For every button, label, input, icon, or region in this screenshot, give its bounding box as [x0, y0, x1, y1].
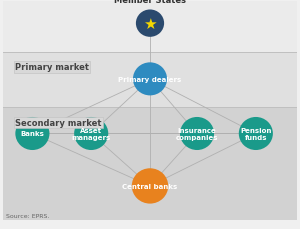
Text: ★: ★ [143, 16, 157, 32]
Text: Banks: Banks [20, 131, 44, 137]
Ellipse shape [15, 117, 50, 150]
Text: Secondary market: Secondary market [15, 119, 101, 128]
Ellipse shape [239, 117, 273, 150]
Ellipse shape [180, 117, 214, 150]
Ellipse shape [136, 11, 164, 38]
Text: Insurance
companies: Insurance companies [176, 127, 218, 140]
Bar [3, 108, 297, 162]
Text: Pension
funds: Pension funds [240, 127, 272, 140]
Text: Primary dealers: Primary dealers [118, 76, 182, 82]
Text: Primary market: Primary market [15, 63, 89, 72]
Ellipse shape [74, 117, 108, 150]
Text: Source: EPRS.: Source: EPRS. [6, 213, 49, 218]
Bar [3, 52, 297, 108]
Text: Asset
managers: Asset managers [72, 127, 111, 140]
Text: Central banks: Central banks [122, 183, 178, 189]
Bar [3, 162, 297, 220]
Ellipse shape [133, 63, 167, 96]
Text: Member States: Member States [114, 0, 186, 5]
Ellipse shape [132, 169, 168, 204]
Bar [3, 2, 297, 52]
